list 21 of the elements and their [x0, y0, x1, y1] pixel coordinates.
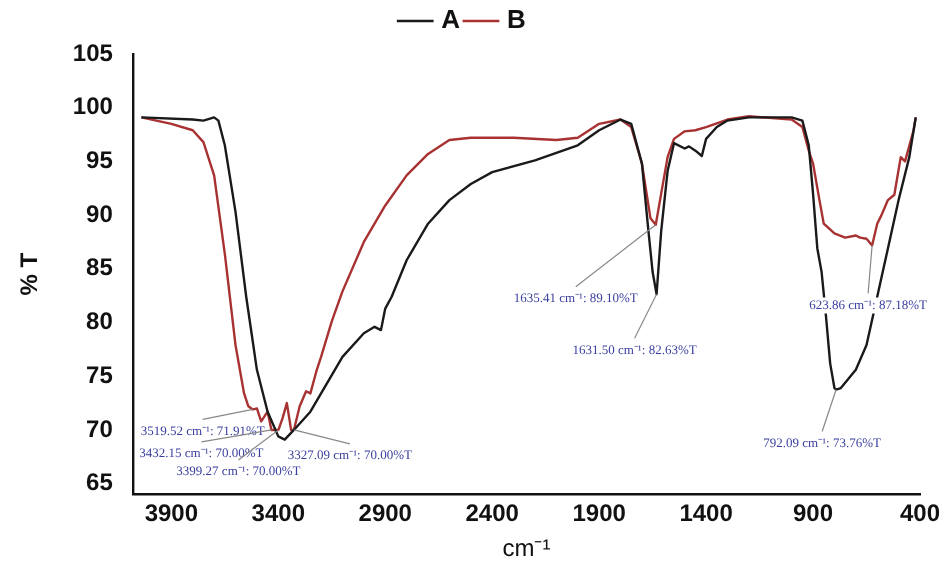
y-tick-label: 65 [86, 468, 114, 497]
y-tick-label: 85 [86, 253, 114, 282]
legend-label: A [441, 4, 462, 35]
x-tick-label: 1900 [572, 499, 627, 528]
y-tick-label: 75 [86, 360, 114, 389]
y-tick-label: 80 [86, 307, 114, 336]
x-axis-title: cm⁻¹ [502, 534, 551, 563]
y-tick-label: 100 [72, 92, 114, 121]
y-tick-label: 90 [86, 199, 114, 228]
x-tick-label: 3900 [144, 499, 199, 528]
x-tick-label: 2900 [358, 499, 413, 528]
x-tick-label: 3400 [251, 499, 306, 528]
y-axis-title: % T [15, 251, 44, 296]
x-tick-label: 900 [793, 499, 834, 528]
y-tick-label: 95 [86, 146, 114, 175]
x-tick-label: 1400 [679, 499, 734, 528]
x-tick-label: 2400 [465, 499, 520, 528]
y-tick-label: 105 [72, 38, 114, 67]
y-tick-label: 70 [86, 414, 114, 443]
x-tick-label: 400 [899, 499, 941, 528]
legend-label: B [507, 4, 526, 35]
